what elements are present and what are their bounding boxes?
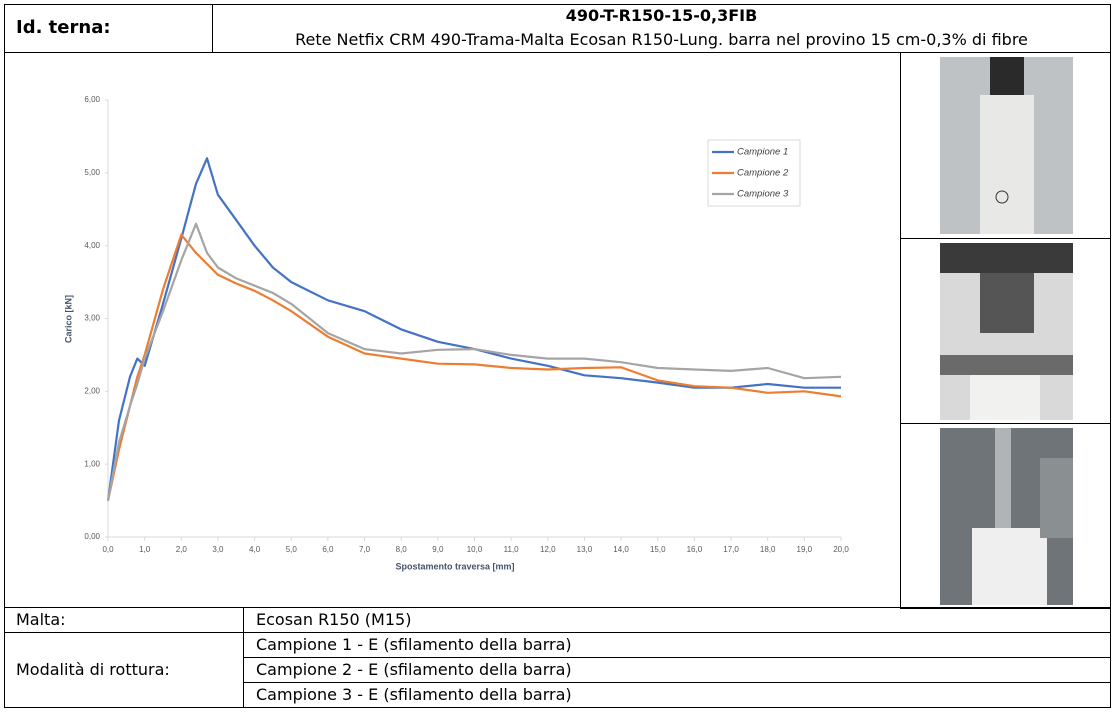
- y-tick-label: 2,00: [84, 386, 100, 395]
- cell: [900, 423, 1111, 609]
- x-tick-label: 2,0: [176, 545, 188, 554]
- row-value: Ecosan R150 (M15): [256, 610, 412, 629]
- x-tick-label: 3,0: [212, 545, 224, 554]
- header-title: 490-T-R150-15-0,3FIB: [565, 6, 758, 25]
- x-tick-label: 13,0: [577, 545, 593, 554]
- legend-label: Campione 1: [737, 147, 788, 158]
- y-tick-label: 3,00: [84, 314, 100, 323]
- x-tick-label: 4,0: [249, 545, 261, 554]
- row-value: Campione 1 - E (sfilamento della barra): [256, 635, 572, 654]
- legend-label: Campione 3: [737, 189, 789, 200]
- row-value: Campione 3 - E (sfilamento della barra): [256, 685, 572, 704]
- x-tick-label: 5,0: [286, 545, 298, 554]
- x-tick-label: 11,0: [504, 545, 520, 554]
- photo: [940, 57, 1073, 234]
- photo: [940, 428, 1073, 605]
- x-tick-label: 9,0: [432, 545, 444, 554]
- x-tick-label: 15,0: [650, 545, 666, 554]
- y-tick-label: 0,00: [84, 532, 100, 541]
- cell: [212, 4, 1111, 53]
- x-tick-label: 12,0: [540, 545, 556, 554]
- cell: [243, 682, 1111, 708]
- x-tick-label: 1,0: [139, 545, 151, 554]
- x-tick-label: 16,0: [687, 545, 703, 554]
- y-tick-label: 1,00: [84, 459, 100, 468]
- header-subtitle: Rete Netfix CRM 490-Trama-Malta Ecosan R…: [295, 30, 1028, 49]
- y-tick-label: 4,00: [84, 241, 100, 250]
- x-tick-label: 8,0: [396, 545, 408, 554]
- x-axis-label: Spostamento traversa [mm]: [395, 561, 514, 571]
- data-line: [106, 233, 842, 501]
- data-line: [106, 157, 841, 501]
- x-tick-label: 19,0: [797, 545, 813, 554]
- x-tick-label: 14,0: [613, 545, 629, 554]
- data-line: [106, 222, 842, 501]
- legend-label: Campione 2: [737, 168, 789, 179]
- photo: [940, 243, 1073, 420]
- x-tick-label: 10,0: [467, 545, 483, 554]
- x-tick-label: 18,0: [760, 545, 776, 554]
- x-tick-label: 7,0: [359, 545, 371, 554]
- row-label: Malta:: [16, 610, 66, 629]
- y-axis-label: Carico [kN]: [63, 295, 73, 343]
- x-tick-label: 0,0: [102, 545, 114, 554]
- row-value: Campione 2 - E (sfilamento della barra): [256, 660, 572, 679]
- x-tick-label: 17,0: [723, 545, 739, 554]
- x-tick-label: 6,0: [322, 545, 334, 554]
- y-tick-label: 5,00: [84, 168, 100, 177]
- y-tick-label: 6,00: [84, 95, 100, 104]
- header-label: Id. terna:: [16, 17, 111, 38]
- x-tick-label: 20,0: [833, 545, 849, 554]
- chart: Spostamento traversa [mm] Carico [kN] 0,…: [63, 95, 849, 571]
- row-label: Modalità di rottura:: [16, 660, 170, 679]
